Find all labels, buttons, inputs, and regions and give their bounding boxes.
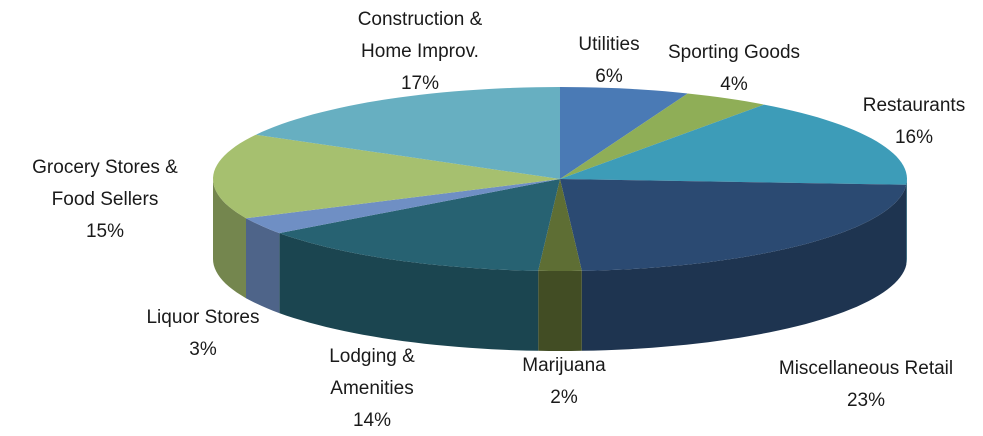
slice-label: Marijuana — [522, 355, 606, 376]
label-line: Lodging & — [329, 346, 415, 367]
label-line: Construction & — [358, 9, 483, 30]
slice-value-label: 15% — [86, 221, 124, 242]
slice — [255, 87, 560, 179]
slice — [279, 179, 560, 271]
label-line: Grocery Stores & — [32, 157, 178, 178]
slice-label: Sporting Goods — [668, 42, 800, 63]
slice-label: Construction & Home Improv. — [358, 9, 483, 62]
slice-label: Grocery Stores & Food Sellers — [32, 157, 178, 210]
slice — [246, 179, 560, 234]
label-line: Amenities — [330, 378, 413, 399]
slice-side — [246, 218, 280, 314]
slice — [560, 104, 907, 185]
slice-side — [906, 179, 907, 265]
label-line: Home Improv. — [361, 41, 479, 62]
slice-value-label: 16% — [895, 127, 933, 148]
slice-side — [581, 184, 907, 351]
slice-value-label: 6% — [595, 66, 623, 87]
slice — [538, 179, 582, 271]
slice-value-label: 17% — [401, 73, 439, 94]
slice-label: Liquor Stores — [146, 307, 259, 328]
slice-side — [538, 270, 582, 351]
slice — [213, 134, 560, 219]
label-line: Food Sellers — [52, 189, 159, 210]
slice-value-label: 14% — [353, 410, 391, 431]
slice-label: Lodging & Amenities — [329, 346, 415, 399]
slice-label: Utilities — [578, 34, 639, 55]
slice-side — [213, 179, 246, 299]
slice-value-label: 4% — [720, 74, 748, 95]
slice-value-label: 23% — [847, 390, 885, 411]
slice — [560, 87, 688, 179]
slice-label: Restaurants — [863, 95, 965, 116]
slice-value-label: 3% — [189, 339, 217, 360]
slice-side — [279, 233, 539, 351]
slice — [560, 179, 907, 271]
slice — [560, 93, 764, 179]
slice-label: Miscellaneous Retail — [779, 358, 953, 379]
slice-value-label: 2% — [550, 387, 578, 408]
